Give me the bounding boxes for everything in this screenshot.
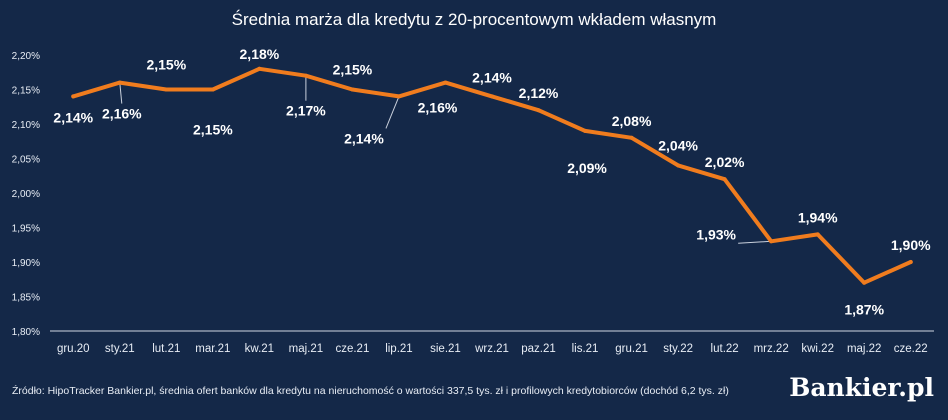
x-tick-label: lis.21 [572,343,599,355]
data-label: 2,02% [705,154,745,170]
data-point [350,87,355,92]
x-tick-label: gru.21 [615,343,648,355]
x-tick-label: maj.21 [289,343,324,355]
data-point [862,280,867,285]
source-note: Źródło: HipoTracker Bankier.pl, średnia … [12,384,729,397]
y-tick-label: 1,80% [12,327,40,338]
x-tick-label: wrz.21 [474,343,509,355]
data-point [769,239,774,244]
data-label: 1,93% [696,226,736,242]
x-tick-label: kwi.22 [801,343,834,355]
data-point [815,232,820,237]
data-point [536,108,541,113]
data-label: 2,18% [240,46,280,62]
logo-text: Bankier.pl [789,373,934,402]
y-tick-label: 2,05% [12,155,40,166]
data-point [71,94,76,99]
data-label: 2,14% [472,69,512,85]
x-tick-label: gru.20 [57,343,90,355]
y-tick-label: 2,10% [12,120,40,131]
y-axis: 1,80% 1,85% 1,90% 1,95% 2,00% 2,05% 2,10% 2,15%… [12,51,40,338]
label-leader-line [385,96,400,129]
data-label: 2,16% [418,100,458,116]
y-tick-label: 1,90% [12,258,40,269]
data-point [722,177,727,182]
data-labels: 2,14% 2,16% 2,15% 2,15% 2,18% 2,17% 2,15% 2,14%… [53,46,931,318]
data-point [490,94,494,99]
x-tick-label: mrz.22 [754,343,789,355]
y-tick-label: 2,15% [12,86,40,97]
data-label: 2,17% [286,103,326,119]
y-tick-label: 2,20% [12,51,40,62]
y-tick-label: 1,85% [12,293,40,304]
label-leader-line [119,82,123,104]
series-line [71,66,913,285]
data-label: 2,04% [658,137,698,153]
data-label: 1,87% [844,302,884,318]
data-label: 2,15% [193,122,233,138]
x-tick-label: lip.21 [385,343,413,355]
data-label: 1,90% [891,237,931,253]
bankier-logo: Bankier.pl [789,373,934,402]
label-leader-line [738,240,772,244]
x-tick-label: maj.22 [847,343,882,355]
x-tick-label: kw.21 [245,343,274,355]
x-axis: gru.20 sty.21 lut.21 mar.21 kw.21 maj.21 cze.2… [50,330,934,355]
data-point [303,73,308,78]
x-tick-label: sie.21 [430,343,461,355]
x-tick-label: lut.21 [152,343,180,355]
data-label: 2,12% [519,85,559,101]
series-line-group [71,66,913,285]
x-tick-label: lut.22 [711,343,739,355]
label-leader-lines [119,75,772,244]
data-point [908,260,913,264]
data-point [257,66,262,71]
data-label: 2,14% [344,130,384,146]
x-tick-label: paz.21 [521,343,556,355]
data-label: 2,15% [146,57,186,73]
data-point [117,80,122,85]
x-tick-label: cze.21 [335,343,369,355]
x-tick-label: sty.22 [663,343,693,355]
data-label: 2,16% [102,106,142,122]
y-tick-label: 1,95% [12,224,40,235]
data-label: 2,14% [53,109,93,125]
y-tick-label: 2,00% [12,189,40,200]
data-point [676,163,681,168]
data-label: 1,94% [798,209,838,225]
data-label: 2,09% [567,160,607,176]
data-label: 2,08% [612,113,652,129]
chart-title: Średnia marża dla kredytu z 20-procentow… [232,10,717,29]
data-point [629,135,634,140]
data-point [396,94,401,99]
data-point [164,87,169,92]
x-tick-label: mar.21 [195,343,230,355]
data-point [583,128,588,133]
x-tick-label: cze.22 [894,343,928,355]
data-point [210,87,215,92]
data-point [443,80,448,85]
data-label: 2,15% [333,62,373,78]
x-tick-label: sty.21 [105,343,135,355]
